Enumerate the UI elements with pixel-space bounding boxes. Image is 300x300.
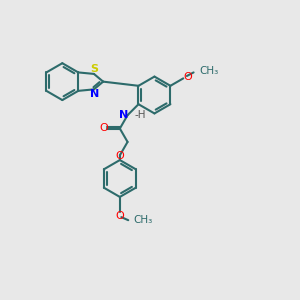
Text: N: N bbox=[118, 110, 128, 120]
Text: -H: -H bbox=[134, 110, 146, 120]
Text: O: O bbox=[99, 123, 108, 133]
Text: O: O bbox=[115, 151, 124, 161]
Text: O: O bbox=[116, 211, 124, 220]
Text: N: N bbox=[90, 89, 99, 99]
Text: CH₃: CH₃ bbox=[199, 66, 218, 76]
Text: O: O bbox=[183, 72, 192, 82]
Text: S: S bbox=[90, 64, 98, 74]
Text: CH₃: CH₃ bbox=[134, 215, 153, 225]
